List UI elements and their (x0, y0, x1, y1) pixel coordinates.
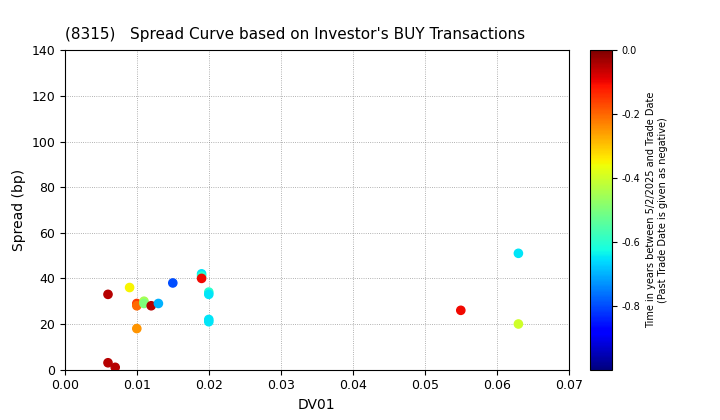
Point (167, 280, 179, 286)
Point (203, 318, 215, 325)
Point (102, 291, 114, 298)
Point (109, 364, 121, 371)
Point (203, 316, 215, 323)
X-axis label: DV01: DV01 (298, 398, 336, 412)
Point (131, 325, 143, 332)
Point (203, 291, 215, 298)
Point (138, 300, 150, 307)
Point (124, 284, 135, 291)
Point (196, 275, 207, 282)
Point (203, 289, 215, 295)
Point (513, 250, 524, 257)
Y-axis label: Spread (bp): Spread (bp) (12, 169, 26, 251)
Point (131, 302, 143, 309)
Point (513, 320, 524, 327)
Point (196, 270, 207, 277)
Point (153, 300, 164, 307)
Point (145, 302, 157, 309)
Point (102, 360, 114, 366)
Point (138, 298, 150, 304)
Point (196, 273, 207, 279)
Text: (8315)   Spread Curve based on Investor's BUY Transactions: (8315) Spread Curve based on Investor's … (65, 27, 525, 42)
Point (131, 300, 143, 307)
Point (455, 307, 467, 314)
Y-axis label: Time in years between 5/2/2025 and Trade Date
(Past Trade Date is given as negat: Time in years between 5/2/2025 and Trade… (646, 92, 667, 328)
